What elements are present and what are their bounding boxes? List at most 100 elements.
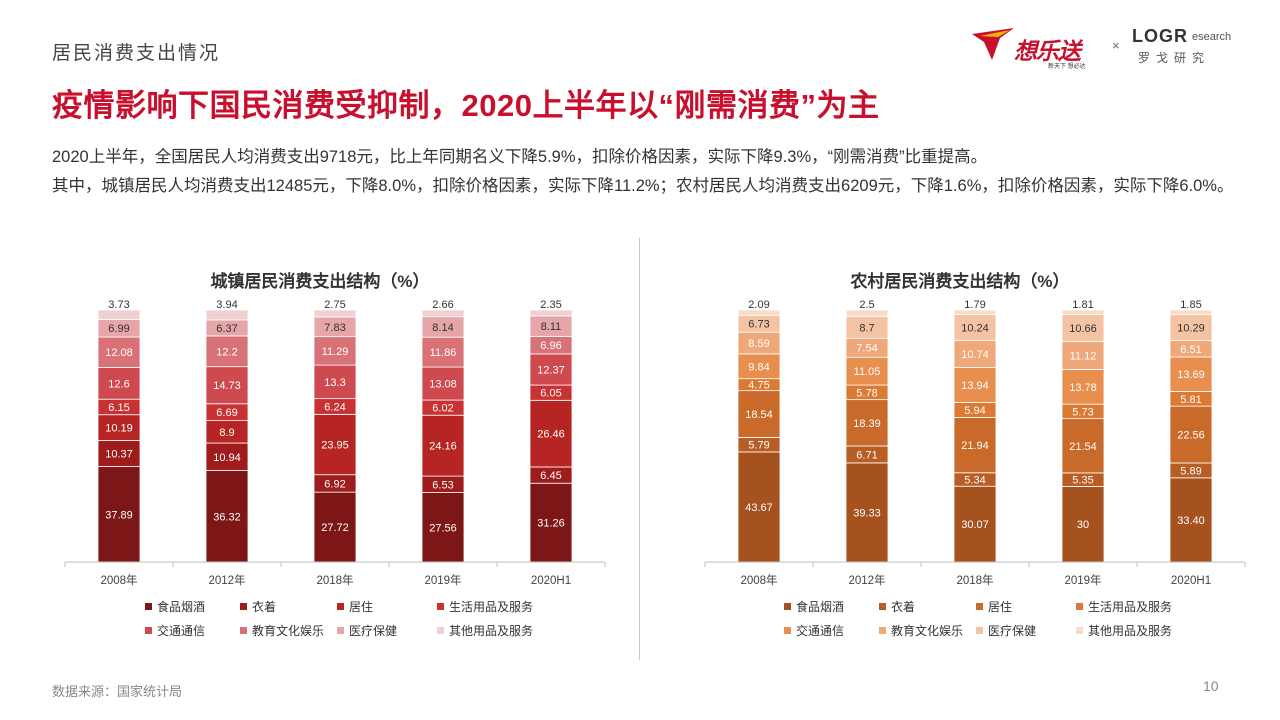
urban-consumption-chart: 城镇居民消费支出结构（%） 37.89 10.37 10.19 6.15 12.6 12.0… (64, 271, 606, 638)
data-label: 7.83 (324, 322, 345, 334)
data-label: 14.73 (213, 380, 241, 392)
data-label: 6.53 (432, 479, 453, 491)
data-label: 18.39 (853, 418, 881, 430)
data-label: 6.24 (324, 401, 345, 413)
legend-swatch (145, 603, 152, 610)
data-label: 12.37 (537, 364, 565, 376)
legend-swatch (1076, 627, 1083, 634)
data-label: 12.2 (216, 346, 237, 358)
bar-segment (737, 309, 781, 316)
logo-separator: × (1112, 38, 1120, 53)
legend-swatch (337, 627, 344, 634)
data-label: 6.51 (1180, 344, 1201, 356)
data-label: 10.74 (961, 349, 989, 361)
bar-segment (97, 439, 141, 467)
data-label: 30.07 (961, 519, 989, 531)
data-label: 2.09 (748, 299, 769, 311)
data-label: 12.6 (108, 378, 129, 390)
data-label: 5.81 (1180, 394, 1201, 406)
x-tick-label: 2008年 (100, 573, 137, 587)
data-label: 13.78 (1069, 382, 1097, 394)
data-label: 1.79 (964, 299, 985, 311)
bar-segment (1061, 485, 1105, 563)
legend-swatch (784, 627, 791, 634)
legend-label: 衣着 (252, 599, 276, 614)
data-label: 22.56 (1177, 430, 1205, 442)
brand-logos: 想乐送 新天下 想必达 × LOGR esearch 罗戈研究 (970, 20, 1240, 75)
data-label: 33.40 (1177, 515, 1205, 527)
legend-swatch (437, 603, 444, 610)
legend-swatch (1076, 603, 1083, 610)
bar-segment (205, 335, 249, 368)
data-label: 2.35 (540, 299, 561, 311)
data-label: 36.32 (213, 511, 241, 523)
bar-segment (97, 414, 141, 441)
legend-label: 其他用品及服务 (1088, 623, 1172, 638)
legend-label: 交通通信 (796, 623, 844, 638)
data-label: 37.89 (105, 509, 133, 521)
swoosh-icon (972, 28, 1014, 60)
data-label: 4.75 (748, 380, 769, 392)
data-label: 39.33 (853, 507, 881, 519)
data-label: 3.73 (108, 299, 129, 311)
bar-segment (953, 314, 997, 341)
bar-segment (313, 413, 357, 476)
bar-segment (845, 462, 889, 563)
data-label: 6.92 (324, 478, 345, 490)
data-label: 5.34 (964, 474, 985, 486)
data-label: 8.59 (748, 338, 769, 350)
bar-segment (529, 309, 573, 317)
data-label: 24.16 (429, 441, 457, 453)
data-label: 6.15 (108, 402, 129, 414)
data-label: 6.05 (540, 388, 561, 400)
legend-label: 教育文化娱乐 (252, 623, 324, 638)
data-label: 21.54 (1069, 441, 1097, 453)
data-label: 8.14 (432, 322, 453, 334)
bar-segment (1061, 418, 1105, 474)
data-label: 3.94 (216, 299, 237, 311)
legend-label: 衣着 (891, 599, 915, 614)
x-tick-label: 2019年 (424, 573, 461, 587)
data-label: 10.24 (961, 322, 989, 334)
legend-swatch (879, 627, 886, 634)
data-label: 6.99 (108, 323, 129, 335)
brand-name: 想乐送 (1014, 38, 1081, 64)
legend-label: 居住 (988, 600, 1012, 614)
data-label: 6.69 (216, 407, 237, 419)
chart-title: 农村居民消费支出结构（%） (849, 271, 1069, 291)
bar-segment (205, 442, 249, 471)
legend-swatch (879, 603, 886, 610)
data-label: 11.86 (430, 347, 457, 359)
bar-segment (737, 390, 781, 438)
bar-segment (97, 336, 141, 368)
data-label: 30 (1077, 519, 1089, 531)
data-label: 13.3 (324, 377, 345, 389)
bar-segment (421, 336, 465, 368)
bar-segment (313, 491, 357, 563)
x-tick-label: 2020H1 (1171, 575, 1211, 587)
bar-segment (1169, 405, 1213, 464)
logr-chinese-name: 罗戈研究 (1138, 51, 1211, 65)
x-tick-label: 2012年 (208, 573, 245, 587)
description-line-1: 2020上半年，全国居民人均消费支出9718元，比上年同期名义下降5.9%，扣除… (52, 148, 988, 166)
bar-segment (953, 309, 997, 315)
data-label: 5.78 (856, 387, 877, 399)
data-label: 27.72 (321, 522, 349, 534)
bar-segment (205, 309, 249, 321)
bar-segment (1169, 477, 1213, 563)
logr-subtitle: esearch (1192, 31, 1232, 43)
data-label: 2.5 (859, 299, 874, 311)
data-label: 5.94 (964, 405, 985, 417)
x-tick-label: 2018年 (956, 573, 993, 587)
logr-logo: LOGR (1132, 26, 1188, 46)
bar-segment (1169, 309, 1213, 316)
legend-label: 生活用品及服务 (449, 599, 533, 614)
x-tick-label: 2020H1 (531, 575, 571, 587)
bar-segment (529, 399, 573, 468)
bar-segment (1061, 309, 1105, 315)
x-tick-label: 2018年 (316, 573, 353, 587)
legend-label: 交通通信 (157, 623, 205, 638)
data-label: 13.08 (429, 379, 457, 391)
legend-label: 居住 (349, 600, 373, 614)
legend-label: 其他用品及服务 (449, 623, 533, 638)
